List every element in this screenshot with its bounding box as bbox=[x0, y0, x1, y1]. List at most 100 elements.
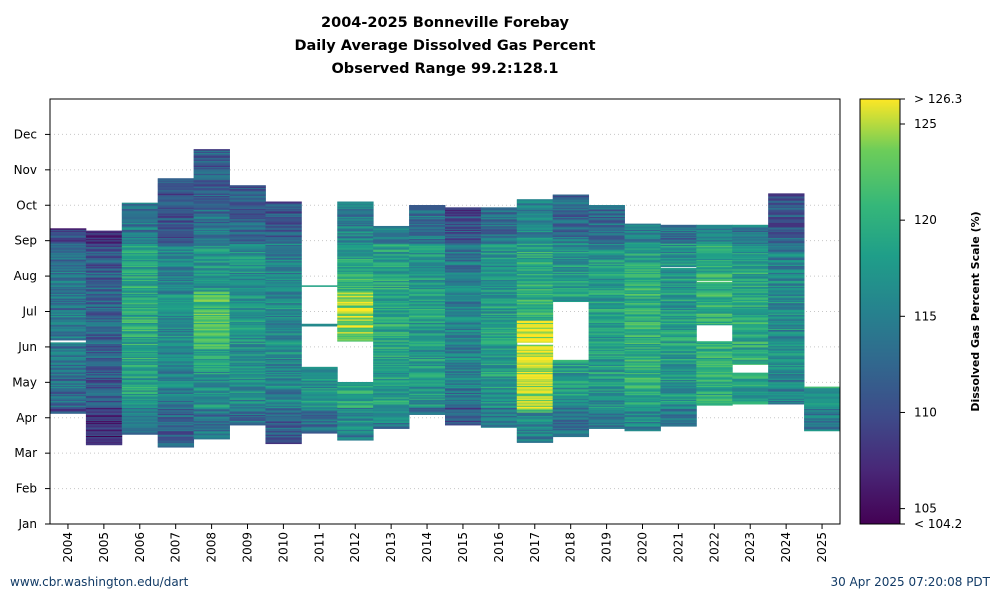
heatmap-cell bbox=[445, 266, 482, 269]
heatmap-cell bbox=[445, 328, 482, 330]
heatmap-cell bbox=[229, 387, 266, 390]
heatmap-cell bbox=[229, 252, 266, 255]
heatmap-cell bbox=[552, 364, 590, 367]
heatmap-cell bbox=[157, 420, 195, 422]
x-tick-label: 2015 bbox=[456, 532, 470, 563]
heatmap-cell bbox=[624, 358, 661, 361]
heatmap-cell bbox=[409, 260, 446, 263]
heatmap-cell bbox=[337, 412, 374, 414]
heatmap-cell bbox=[121, 249, 159, 251]
heatmap-cell bbox=[768, 292, 805, 294]
heatmap-cell bbox=[768, 334, 805, 336]
heatmap-cell bbox=[229, 333, 266, 335]
heatmap-cell bbox=[337, 340, 374, 342]
heatmap-cell bbox=[624, 390, 661, 392]
heatmap-cell bbox=[696, 252, 733, 255]
heatmap-cell bbox=[229, 326, 266, 328]
heatmap-cell bbox=[660, 302, 697, 305]
heatmap-cell bbox=[85, 356, 123, 358]
heatmap-cell bbox=[516, 428, 554, 431]
heatmap-cell bbox=[193, 364, 230, 367]
heatmap-cell bbox=[660, 249, 697, 251]
heatmap-cell bbox=[696, 378, 733, 381]
heatmap-cell bbox=[696, 310, 733, 313]
heatmap-cell bbox=[373, 298, 410, 300]
heatmap-cell bbox=[624, 365, 661, 368]
heatmap-cell bbox=[588, 327, 625, 329]
heatmap-cell bbox=[768, 298, 805, 300]
heatmap-cell bbox=[409, 365, 446, 368]
heatmap-cell bbox=[337, 317, 374, 320]
heatmap-cell bbox=[696, 296, 733, 299]
heatmap-cell bbox=[660, 327, 697, 329]
heatmap-cell bbox=[480, 362, 518, 364]
heatmap-cell bbox=[50, 230, 87, 233]
heatmap-cell bbox=[193, 189, 230, 192]
heatmap-cell bbox=[337, 228, 374, 230]
heatmap-cell bbox=[696, 272, 733, 275]
heatmap-cell bbox=[121, 236, 159, 238]
heatmap-cell bbox=[373, 384, 410, 386]
heatmap-cell bbox=[193, 216, 230, 219]
heatmap-cell bbox=[157, 408, 195, 411]
heatmap-cell bbox=[516, 271, 554, 273]
heatmap-cell bbox=[121, 412, 159, 414]
heatmap-cell bbox=[516, 386, 554, 389]
heatmap-cell bbox=[337, 335, 374, 337]
heatmap-cell bbox=[624, 427, 661, 429]
heatmap-cell bbox=[265, 383, 302, 385]
heatmap-cell bbox=[193, 327, 230, 329]
heatmap-cell bbox=[157, 357, 195, 360]
heatmap-cell bbox=[768, 305, 805, 307]
heatmap-cell bbox=[301, 390, 338, 392]
heatmap-cell bbox=[121, 409, 159, 412]
heatmap-cell bbox=[50, 337, 87, 340]
heatmap-cell bbox=[193, 241, 230, 243]
heatmap-cell bbox=[588, 253, 625, 256]
heatmap-cell bbox=[588, 250, 625, 252]
heatmap-cell bbox=[660, 384, 697, 386]
heatmap-cell bbox=[50, 306, 87, 308]
heatmap-cell bbox=[373, 386, 410, 389]
heatmap-cell bbox=[193, 349, 230, 351]
footer-url[interactable]: www.cbr.washington.edu/dart bbox=[10, 575, 189, 589]
heatmap-cell bbox=[588, 324, 625, 327]
heatmap-cell bbox=[480, 348, 518, 350]
heatmap-cell bbox=[768, 381, 805, 384]
heatmap-cell bbox=[732, 362, 769, 364]
heatmap-cell bbox=[373, 251, 410, 254]
heatmap-cell bbox=[552, 380, 590, 383]
heatmap-cell bbox=[588, 292, 625, 294]
heatmap-cell bbox=[804, 394, 841, 397]
heatmap-cell bbox=[696, 282, 733, 285]
heatmap-cell bbox=[660, 418, 697, 420]
heatmap-cell bbox=[265, 307, 302, 310]
heatmap-cell bbox=[121, 273, 159, 276]
heatmap-cell bbox=[337, 400, 374, 403]
heatmap-cell bbox=[732, 274, 769, 277]
x-axis: 2004 2005 2006 2007 2008 2009 2010 2011 2012 2013… bbox=[61, 524, 829, 563]
heatmap-cell bbox=[85, 384, 123, 386]
heatmap-cell bbox=[157, 356, 195, 358]
heatmap-cell bbox=[480, 253, 518, 256]
heatmap-cell bbox=[768, 234, 805, 236]
heatmap-cell bbox=[85, 309, 123, 312]
heatmap-cell bbox=[121, 387, 159, 390]
heatmap-cell bbox=[193, 373, 230, 376]
heatmap-cell bbox=[696, 313, 733, 315]
heatmap-cell bbox=[409, 344, 446, 347]
heatmap-cell bbox=[193, 309, 230, 312]
heatmap-cell bbox=[85, 306, 123, 308]
heatmap-cell bbox=[301, 415, 338, 418]
heatmap-cell bbox=[337, 258, 374, 261]
heatmap-cell bbox=[480, 260, 518, 263]
heatmap-cell bbox=[516, 313, 554, 315]
heatmap-cell bbox=[768, 260, 805, 263]
heatmap-cell bbox=[696, 293, 733, 296]
heatmap-cell bbox=[337, 260, 374, 263]
heatmap-cell bbox=[588, 274, 625, 277]
heatmap-cell bbox=[409, 408, 446, 411]
heatmap-cell bbox=[768, 399, 805, 401]
heatmap-cell bbox=[552, 398, 590, 400]
heatmap-cell bbox=[409, 359, 446, 362]
